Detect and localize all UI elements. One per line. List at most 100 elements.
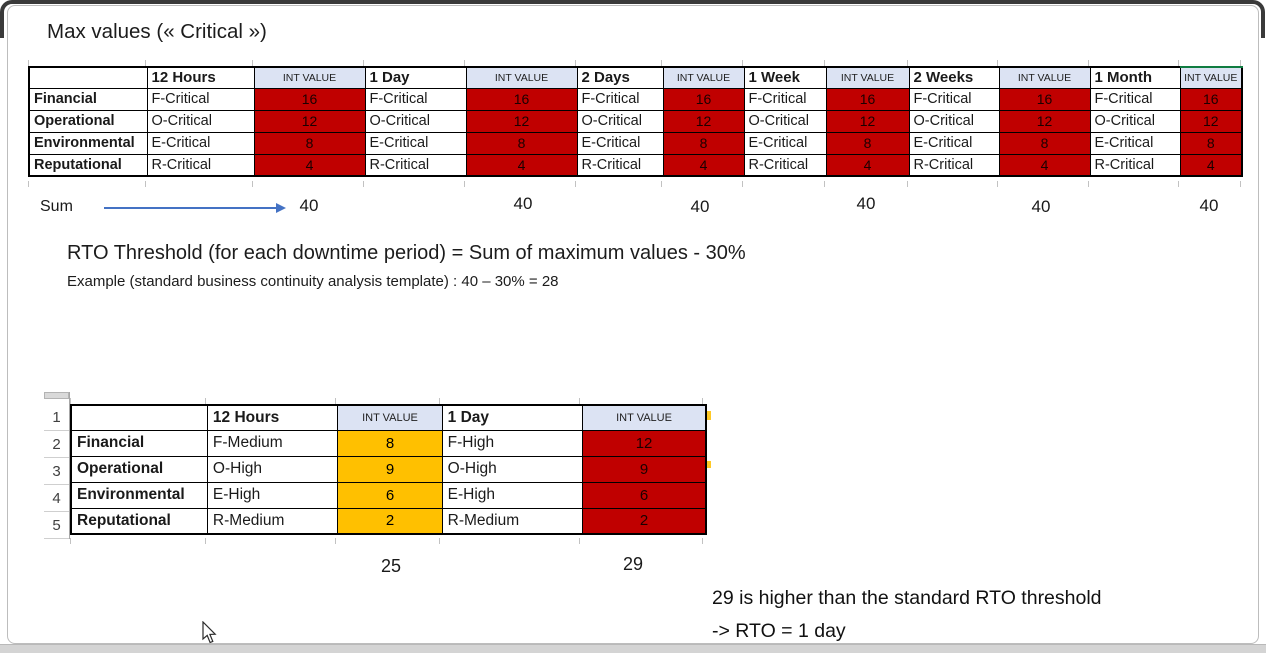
max-values-table: 12 Hours INT VALUE 1 Day INT VALUE 2 Day… — [28, 66, 1243, 177]
criticality-cell: E-Critical — [908, 131, 1000, 155]
int-value-cell: 12 — [1179, 109, 1243, 133]
period-header: 1 Day — [364, 66, 467, 89]
table-row: Reputational R-Critical 4 R-Critical 4 R… — [28, 153, 1243, 177]
int-value-cell: 12 — [825, 109, 910, 133]
column-header-sliver — [44, 392, 69, 399]
sum-value: 40 — [856, 194, 876, 213]
partial-gridline-row — [28, 181, 1241, 187]
conclusion-text: 29 is higher than the standard RTO thres… — [712, 582, 1102, 648]
sum-value: 40 — [1199, 196, 1219, 215]
int-value-cell: 4 — [1179, 153, 1243, 177]
window-bottom-strip — [0, 644, 1266, 653]
int-value-header: INT VALUE — [582, 404, 707, 431]
table-row: Financial F-Medium 8 F-High 12 — [70, 429, 707, 457]
rating-cell: F-High — [441, 429, 584, 457]
corner-cell — [70, 404, 208, 431]
criticality-cell: R-Critical — [364, 153, 467, 177]
int-value-cell-red: 9 — [582, 455, 707, 483]
period-header: 1 Week — [743, 66, 827, 89]
int-value-cell: 8 — [253, 131, 366, 155]
partial-gridline-row — [28, 60, 1241, 66]
int-value-cell: 12 — [465, 109, 578, 133]
int-value-cell-red: 2 — [582, 507, 707, 535]
table-row: Financial F-Critical 16 F-Critical 16 F-… — [28, 87, 1243, 111]
criticality-cell: R-Critical — [908, 153, 1000, 177]
int-value-cell: 4 — [253, 153, 366, 177]
criticality-cell: O-Critical — [1089, 109, 1181, 133]
int-value-cell-orange: 8 — [337, 429, 443, 457]
table-row: Reputational R-Medium 2 R-Medium 2 — [70, 507, 707, 535]
int-value-cell: 12 — [253, 109, 366, 133]
conclusion-line-1: 29 is higher than the standard RTO thres… — [712, 587, 1102, 609]
int-value-cell: 8 — [825, 131, 910, 155]
period-header: 1 Day — [441, 404, 584, 431]
int-value-cell: 16 — [998, 87, 1091, 111]
rating-cell: O-High — [206, 455, 339, 483]
corner-cell — [28, 66, 148, 89]
int-value-cell: 12 — [662, 109, 745, 133]
row-label: Operational — [28, 109, 148, 133]
sum-arrow-head-icon — [276, 203, 286, 213]
row-label: Environmental — [70, 481, 208, 509]
criticality-cell: E-Critical — [364, 131, 467, 155]
int-value-cell: 4 — [825, 153, 910, 177]
rto-threshold-line: RTO Threshold (for each downtime period)… — [67, 242, 746, 264]
int-value-header: INT VALUE — [825, 66, 910, 89]
row-number: 3 — [44, 458, 69, 485]
table-row: Operational O-Critical 12 O-Critical 12 … — [28, 109, 1243, 133]
int-value-cell: 4 — [465, 153, 578, 177]
criticality-cell: O-Critical — [908, 109, 1000, 133]
int-value-cell: 16 — [825, 87, 910, 111]
sum-arrow-icon — [104, 207, 276, 209]
period-header: 12 Hours — [206, 404, 339, 431]
clipped-cell-artifact — [707, 411, 711, 420]
period-header: 2 Days — [576, 66, 664, 89]
row-label: Reputational — [28, 153, 148, 177]
table-header-row: 12 Hours INT VALUE 1 Day INT VALUE — [70, 404, 707, 431]
int-value-header: INT VALUE — [662, 66, 745, 89]
row-number: 5 — [44, 512, 69, 539]
criticality-cell: F-Critical — [576, 87, 664, 111]
row-label: Operational — [70, 455, 208, 483]
sum-value: 40 — [1031, 197, 1051, 216]
int-value-header: INT VALUE — [465, 66, 578, 89]
sum-value: 40 — [513, 194, 533, 213]
analysis-worksheet-table: 12 Hours INT VALUE 1 Day INT VALUE Finan… — [70, 404, 707, 535]
period-header: 12 Hours — [146, 66, 255, 89]
int-value-cell: 12 — [998, 109, 1091, 133]
int-value-header-selected: INT VALUE — [1179, 66, 1243, 89]
row-label: Financial — [70, 429, 208, 457]
criticality-cell: R-Critical — [576, 153, 664, 177]
period-header: 1 Month — [1089, 66, 1181, 89]
int-value-cell-orange: 2 — [337, 507, 443, 535]
int-value-cell-orange: 9 — [337, 455, 443, 483]
criticality-cell: E-Critical — [1089, 131, 1181, 155]
int-value-cell-red: 12 — [582, 429, 707, 457]
criticality-cell: O-Critical — [743, 109, 827, 133]
row-number: 2 — [44, 431, 69, 458]
criticality-cell: E-Critical — [743, 131, 827, 155]
criticality-cell: F-Critical — [146, 87, 255, 111]
row-number-gutter: 1 2 3 4 5 — [44, 392, 70, 539]
rating-cell: E-High — [206, 481, 339, 509]
criticality-cell: R-Critical — [743, 153, 827, 177]
table-row: Environmental E-High 6 E-High 6 — [70, 481, 707, 509]
table-header-row: 12 Hours INT VALUE 1 Day INT VALUE 2 Day… — [28, 66, 1243, 89]
slide-title: Max values (« Critical ») — [47, 20, 267, 43]
int-value-cell: 16 — [253, 87, 366, 111]
criticality-cell: R-Critical — [146, 153, 255, 177]
rating-cell: O-High — [441, 455, 584, 483]
int-value-cell: 8 — [662, 131, 745, 155]
window-frame-edge — [0, 0, 1265, 38]
int-value-cell: 4 — [662, 153, 745, 177]
int-value-cell: 8 — [998, 131, 1091, 155]
rating-cell: R-Medium — [441, 507, 584, 535]
criticality-cell: R-Critical — [1089, 153, 1181, 177]
int-value-header: INT VALUE — [998, 66, 1091, 89]
criticality-cell: F-Critical — [743, 87, 827, 111]
rto-example-line: Example (standard business continuity an… — [67, 273, 559, 290]
sum-value: 40 — [299, 196, 319, 215]
row-label: Financial — [28, 87, 148, 111]
rating-cell: E-High — [441, 481, 584, 509]
int-value-cell: 8 — [1179, 131, 1243, 155]
